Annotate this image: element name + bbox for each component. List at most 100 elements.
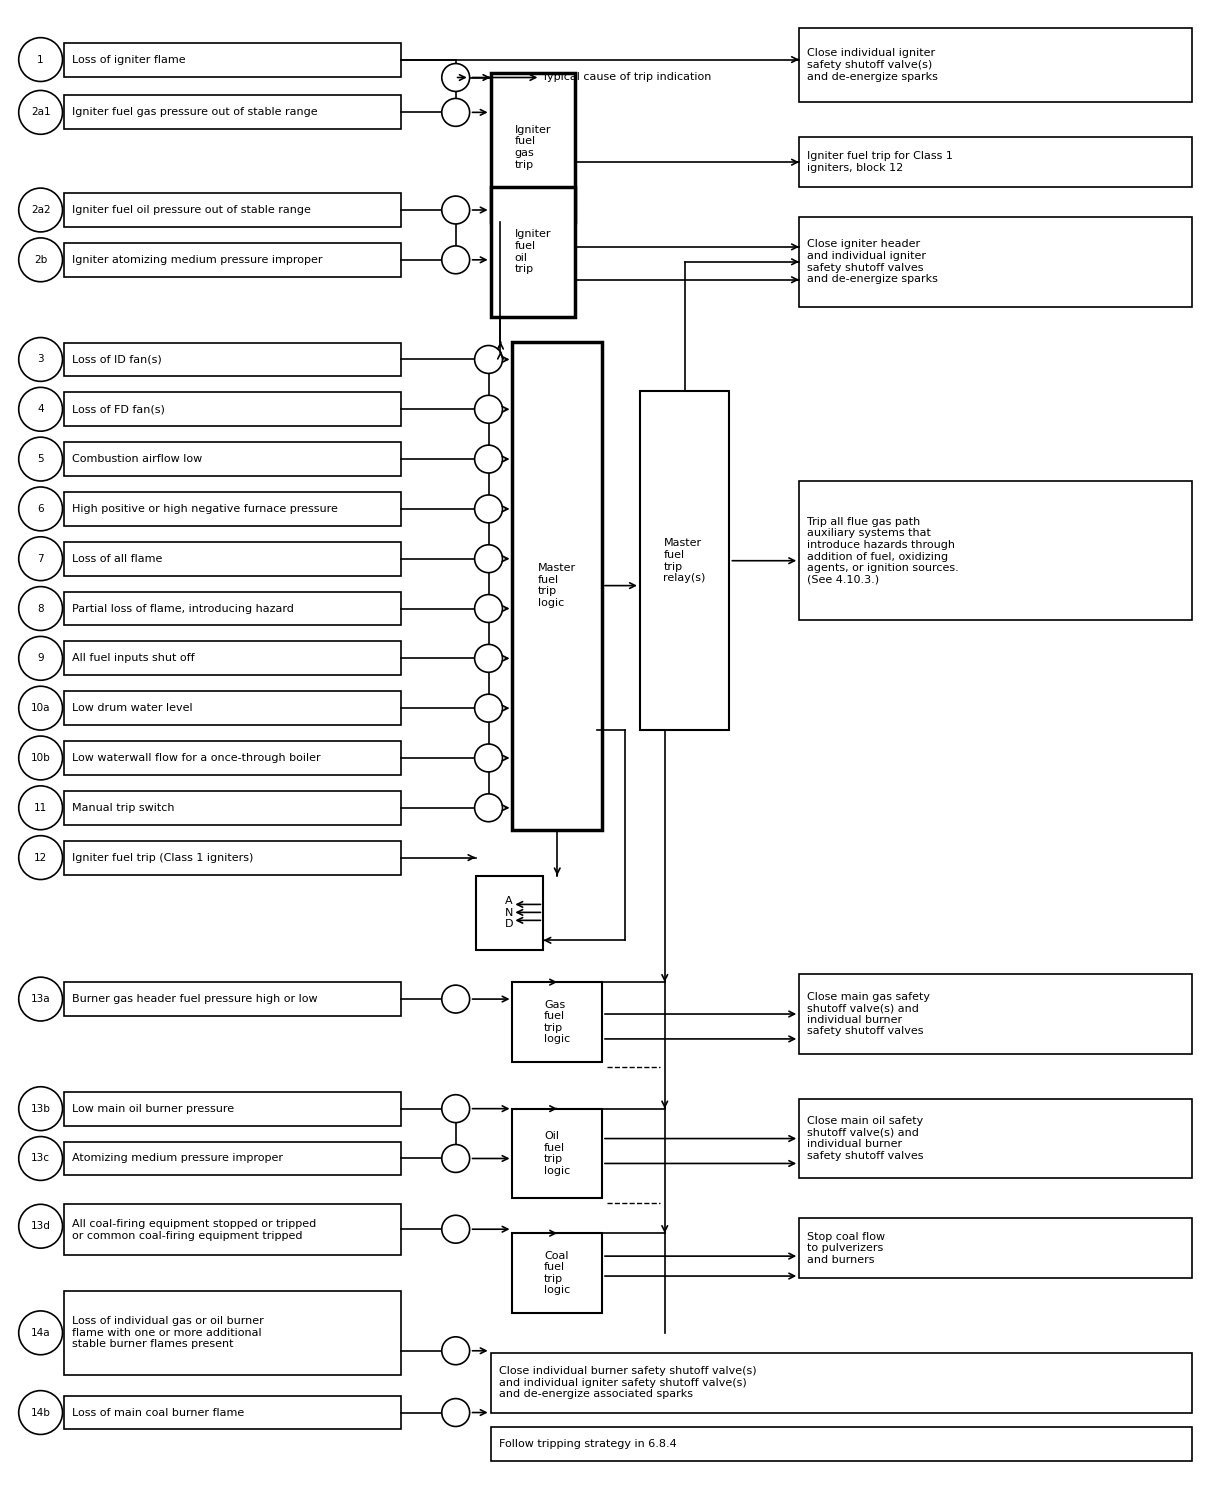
Text: All coal-firing equipment stopped or tripped
or common coal-firing equipment tri: All coal-firing equipment stopped or tri…	[72, 1220, 317, 1240]
Circle shape	[442, 1095, 470, 1122]
Bar	[65, 243, 401, 278]
Text: Loss of individual gas or oil burner
flame with one or more additional
stable bu: Loss of individual gas or oil burner fla…	[72, 1316, 264, 1350]
Text: 2a2: 2a2	[30, 206, 50, 214]
Text: 4: 4	[38, 405, 44, 414]
Circle shape	[442, 1144, 470, 1173]
Text: Close individual burner safety shutoff valve(s)
and individual igniter safety sh: Close individual burner safety shutoff v…	[498, 1366, 756, 1400]
Text: Master
fuel
trip
relay(s): Master fuel trip relay(s)	[664, 538, 706, 584]
Circle shape	[18, 338, 62, 381]
Text: Loss of igniter flame: Loss of igniter flame	[72, 54, 186, 64]
Circle shape	[475, 594, 503, 622]
Circle shape	[442, 99, 470, 126]
Text: Manual trip switch: Manual trip switch	[72, 802, 175, 813]
Circle shape	[442, 1336, 470, 1365]
Text: 2b: 2b	[34, 255, 48, 266]
Text: Low waterwall flow for a once-through boiler: Low waterwall flow for a once-through bo…	[72, 753, 322, 764]
Text: 5: 5	[38, 454, 44, 464]
Bar	[491, 1353, 1192, 1413]
Circle shape	[475, 345, 503, 374]
Text: 8: 8	[38, 603, 44, 613]
Bar	[65, 1395, 401, 1429]
Bar	[65, 840, 401, 874]
Text: Atomizing medium pressure improper: Atomizing medium pressure improper	[72, 1154, 284, 1164]
Bar	[65, 692, 401, 724]
Bar	[65, 642, 401, 675]
Text: 14b: 14b	[30, 1407, 50, 1418]
Text: Igniter fuel trip (Class 1 igniters): Igniter fuel trip (Class 1 igniters)	[72, 852, 253, 862]
Bar	[65, 42, 401, 76]
Circle shape	[18, 1086, 62, 1131]
Bar	[65, 1204, 401, 1255]
Bar	[799, 138, 1192, 188]
Text: Follow tripping strategy in 6.8.4: Follow tripping strategy in 6.8.4	[498, 1440, 676, 1449]
Text: Loss of FD fan(s): Loss of FD fan(s)	[72, 405, 166, 414]
Text: Close igniter header
and individual igniter
safety shutoff valves
and de-energiz: Close igniter header and individual igni…	[808, 240, 938, 284]
Circle shape	[442, 196, 470, 223]
Text: Low main oil burner pressure: Low main oil burner pressure	[72, 1104, 235, 1113]
Text: Igniter fuel oil pressure out of stable range: Igniter fuel oil pressure out of stable …	[72, 206, 312, 214]
Text: Low drum water level: Low drum water level	[72, 704, 194, 712]
Bar	[65, 1292, 401, 1374]
Circle shape	[18, 1137, 62, 1180]
Text: A
N
D: A N D	[505, 897, 514, 930]
Circle shape	[442, 986, 470, 1012]
Text: Partial loss of flame, introducing hazard: Partial loss of flame, introducing hazar…	[72, 603, 295, 613]
Text: Igniter
fuel
gas
trip: Igniter fuel gas trip	[514, 124, 551, 170]
Bar	[491, 1428, 1192, 1461]
Circle shape	[442, 246, 470, 274]
Circle shape	[18, 38, 62, 81]
Circle shape	[475, 396, 503, 423]
Circle shape	[18, 786, 62, 830]
Bar	[799, 217, 1192, 306]
Circle shape	[18, 636, 62, 681]
Text: Oil
fuel
trip
logic: Oil fuel trip logic	[544, 1131, 570, 1176]
Bar	[65, 96, 401, 129]
Circle shape	[18, 836, 62, 879]
Circle shape	[18, 387, 62, 430]
Circle shape	[18, 488, 62, 531]
Circle shape	[18, 537, 62, 580]
Bar	[513, 982, 602, 1062]
Bar	[65, 442, 401, 476]
Circle shape	[18, 90, 62, 135]
Bar	[65, 741, 401, 776]
Text: Gas
fuel
trip
logic: Gas fuel trip logic	[544, 999, 570, 1044]
Circle shape	[18, 736, 62, 780]
Bar	[65, 1092, 401, 1125]
Circle shape	[475, 794, 503, 822]
Text: 12: 12	[34, 852, 48, 862]
Text: Burner gas header fuel pressure high or low: Burner gas header fuel pressure high or …	[72, 994, 318, 1004]
Text: 11: 11	[34, 802, 48, 813]
Circle shape	[442, 1398, 470, 1426]
Bar	[513, 1233, 602, 1312]
Bar	[65, 542, 401, 576]
Bar	[639, 392, 730, 730]
Circle shape	[18, 188, 62, 232]
Text: Igniter fuel gas pressure out of stable range: Igniter fuel gas pressure out of stable …	[72, 108, 318, 117]
Text: Close main gas safety
shutoff valve(s) and
individual burner
safety shutoff valv: Close main gas safety shutoff valve(s) a…	[808, 992, 931, 1036]
Bar	[491, 72, 575, 222]
Text: 13d: 13d	[30, 1221, 50, 1232]
Circle shape	[442, 1215, 470, 1243]
Circle shape	[475, 446, 503, 472]
Text: Master
fuel
trip
logic: Master fuel trip logic	[538, 562, 576, 608]
Circle shape	[18, 976, 62, 1022]
Bar	[65, 982, 401, 1016]
Bar	[65, 342, 401, 376]
Text: High positive or high negative furnace pressure: High positive or high negative furnace p…	[72, 504, 339, 515]
Text: 9: 9	[38, 654, 44, 663]
Circle shape	[475, 544, 503, 573]
Bar	[65, 1142, 401, 1176]
Circle shape	[475, 495, 503, 524]
Text: Igniter fuel trip for Class 1
igniters, block 12: Igniter fuel trip for Class 1 igniters, …	[808, 152, 952, 172]
Bar	[65, 492, 401, 526]
Bar	[65, 790, 401, 825]
Text: 6: 6	[38, 504, 44, 515]
Bar	[65, 591, 401, 626]
Text: Typical cause of trip indication: Typical cause of trip indication	[542, 72, 711, 82]
Text: 1: 1	[38, 54, 44, 64]
Text: Loss of main coal burner flame: Loss of main coal burner flame	[72, 1407, 245, 1418]
Bar	[513, 1108, 602, 1198]
Circle shape	[18, 238, 62, 282]
Text: Igniter
fuel
oil
trip: Igniter fuel oil trip	[514, 230, 551, 274]
